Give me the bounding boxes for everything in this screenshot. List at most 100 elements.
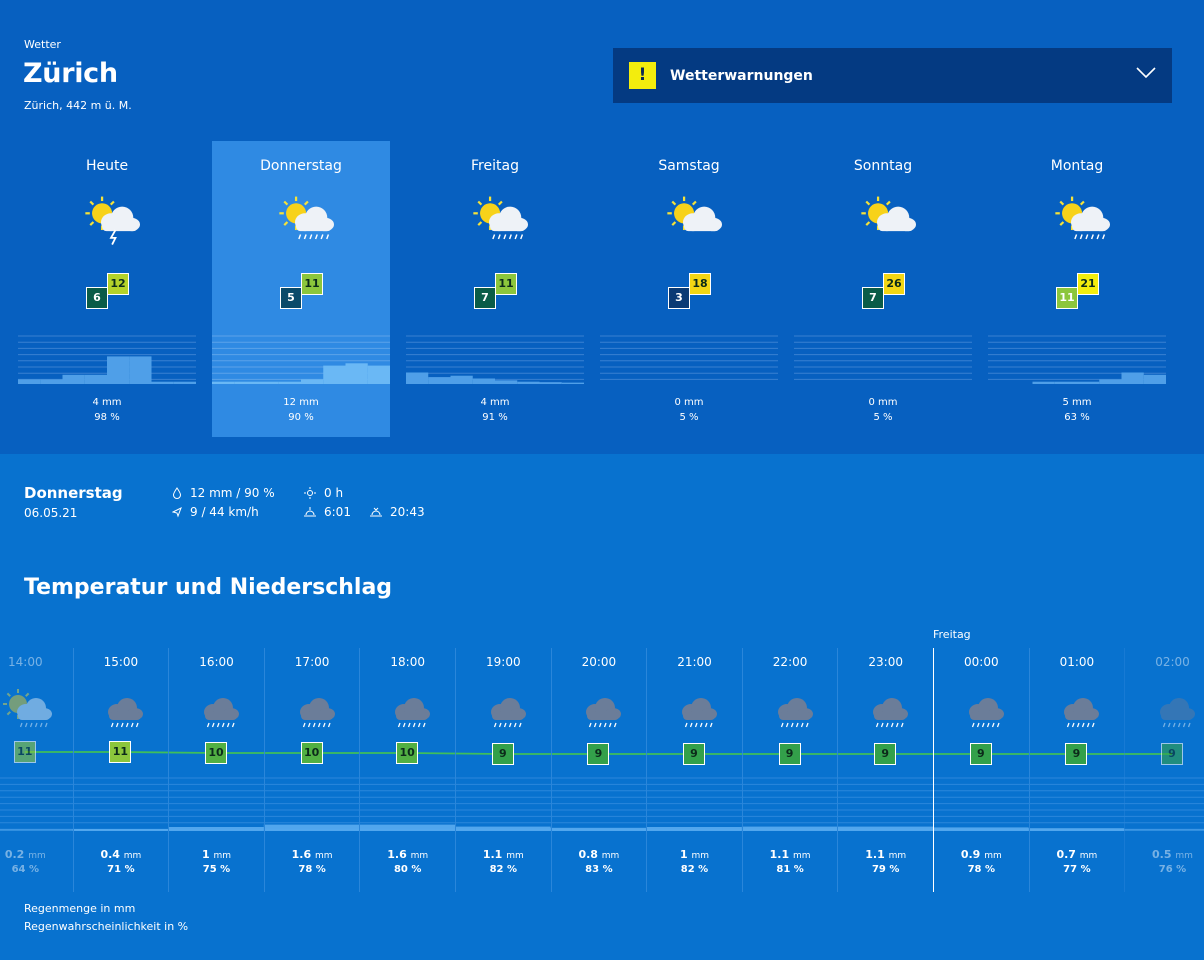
precip-mini-chart — [212, 335, 390, 384]
precip-bar — [40, 379, 63, 384]
precip-bar — [151, 381, 174, 384]
precip-bar — [1054, 381, 1077, 384]
summary-precip: 12 mm / 90 % — [172, 486, 275, 500]
hour-precip-amount: 0.7 mm — [1030, 848, 1125, 861]
day-card-heute[interactable]: Heute 12 6 4 mm 98 % — [18, 141, 196, 437]
precip-probability: 91 % — [482, 412, 508, 423]
hour-precip-unit: mm — [314, 851, 333, 861]
hour-temp-badge: 10 — [396, 742, 419, 764]
hour-precip-amount: 0.4 mm — [74, 848, 169, 861]
precip-amount: 4 mm — [92, 397, 122, 408]
hour-time: 21:00 — [677, 655, 712, 669]
hour-precip-value: 0.9 — [960, 848, 981, 861]
hour-precip-probability: 78 % — [298, 864, 326, 875]
hour-precip-probability: 76 % — [1158, 864, 1187, 875]
precip-amount: 12 mm — [283, 397, 319, 408]
summary-wind: 9 / 44 km/h — [172, 505, 259, 519]
hour-time: 14:00 — [8, 655, 43, 669]
hour-precip-unit: mm — [410, 851, 429, 861]
hour-column[interactable]: 23:00 1.1 mm 79 % — [837, 648, 933, 892]
cloud-rain-icon — [1051, 688, 1103, 736]
day-name: Heute — [85, 158, 129, 174]
day-card-montag[interactable]: Montag 21 11 5 mm 63 % — [988, 141, 1166, 437]
min-temp-badge: 3 — [668, 287, 690, 309]
max-temp-badge: 11 — [495, 273, 517, 295]
day-card-donnerstag[interactable]: Donnerstag 11 5 12 mm 90 % — [212, 141, 390, 437]
day-card-sonntag[interactable]: Sonntag 26 7 0 mm 5 % — [794, 141, 972, 437]
hour-precip-probability: 75 % — [202, 864, 231, 875]
hour-temp-badge: 9 — [491, 743, 514, 765]
hour-precip-probability: 78 % — [967, 864, 995, 875]
hourly-precip-bar — [1028, 828, 1125, 831]
precip-bar — [256, 381, 279, 384]
hourly-precip-bar — [168, 827, 264, 831]
hour-precip-unit: mm — [213, 851, 231, 861]
hour-precip-value: 1.1 — [769, 848, 790, 861]
day-name: Donnerstag — [260, 158, 342, 174]
cloud-rain-icon — [765, 688, 817, 736]
hour-column[interactable]: 21:00 1 mm 82 % — [646, 648, 742, 892]
sunset-icon — [370, 507, 382, 517]
max-temp-badge: 26 — [883, 273, 905, 295]
hour-temp-badge: 10 — [205, 742, 227, 764]
hour-temp-badge: 9 — [874, 743, 897, 765]
precip-amount: 0 mm — [674, 397, 704, 408]
hour-column[interactable]: 22:00 1.1 mm 81 % — [741, 648, 838, 892]
precip-bar — [472, 378, 495, 384]
cloud-rain-icon — [382, 688, 434, 736]
precip-bar — [84, 374, 107, 384]
hour-column[interactable]: 18:00 1.6 mm 80 % — [359, 648, 455, 892]
hour-time: 23:00 — [868, 655, 903, 669]
hourly-precip-bar — [72, 829, 169, 831]
hour-column[interactable]: 01:00 0.7 mm 77 % — [1028, 648, 1125, 892]
hour-precip-amount: 0.9 mm — [934, 848, 1029, 861]
hour-column[interactable]: 00:00 0.9 mm 78 % — [933, 648, 1029, 892]
hour-temp-badge: 9 — [969, 743, 992, 765]
hour-precip-unit: mm — [506, 851, 524, 861]
legend-precip-amount: Regenmenge in mm — [24, 902, 136, 915]
hourly-precip-bar — [263, 824, 360, 831]
max-temp-badge: 12 — [107, 273, 129, 295]
summary-sunset-value: 20:43 — [390, 505, 425, 519]
hour-precip-amount: 1.6 mm — [360, 848, 455, 861]
precip-bar — [1077, 381, 1100, 384]
hourly-precip-bar — [550, 827, 647, 831]
day-card-samstag[interactable]: Samstag 18 3 0 mm 5 % — [600, 141, 778, 437]
hour-precip-probability: 81 % — [776, 864, 804, 875]
hour-column[interactable]: 19:00 1.1 mm 82 % — [455, 648, 551, 892]
day-card-freitag[interactable]: Freitag 11 7 4 mm 91 % — [406, 141, 584, 437]
weather-warnings-dropdown[interactable]: ! Wetterwarnungen — [613, 48, 1172, 103]
precip-bar — [278, 381, 301, 384]
min-temp-badge: 6 — [86, 287, 108, 309]
hour-column[interactable]: 16:00 1 mm 75 % — [168, 648, 264, 892]
hour-precip-probability: 80 % — [393, 864, 422, 875]
summary-sunshine: 0 h — [304, 486, 343, 500]
max-temp-badge: 11 — [301, 273, 323, 295]
hour-precip-unit: mm — [123, 851, 142, 861]
cloud-rain-icon — [191, 688, 243, 736]
precip-bar — [539, 382, 562, 384]
precip-bar — [561, 382, 584, 384]
hourly-forecast[interactable]: Freitag 14:00 0.2 mm 64 % 15:00 0.4 mm 71 % 16… — [0, 620, 1204, 900]
hour-temp-badge: 9 — [778, 743, 801, 765]
hour-precip-amount: 0.5 mm — [1125, 848, 1204, 861]
hour-column[interactable]: 14:00 0.2 mm 64 % — [0, 648, 73, 892]
hour-precip-value: 0.5 — [1152, 848, 1172, 861]
hour-time: 20:00 — [581, 655, 617, 669]
summary-sunset: 20:43 — [370, 505, 425, 519]
hour-column[interactable]: 02:00 0.5 mm 76 % — [1124, 648, 1204, 892]
hour-column[interactable]: 15:00 0.4 mm 71 % — [72, 648, 169, 892]
precip-bar — [450, 375, 473, 384]
hour-column[interactable]: 17:00 1.6 mm 78 % — [263, 648, 360, 892]
hour-column[interactable]: 20:00 0.8 mm 83 % — [550, 648, 647, 892]
summary-sunrise-value: 6:01 — [324, 505, 351, 519]
sun-cloud-rain-icon — [1052, 195, 1110, 249]
day-summary: Donnerstag 06.05.21 12 mm / 90 % 9 / 44 … — [0, 454, 1204, 540]
hourly-precip-bar — [933, 827, 1029, 831]
hour-precip-unit: mm — [28, 851, 46, 861]
precip-mini-chart — [18, 335, 196, 384]
hour-precip-value: 1.1 — [482, 848, 503, 861]
precip-bar — [517, 381, 540, 384]
hour-precip-value: 1.6 — [291, 848, 312, 861]
hourly-precip-bar — [0, 829, 73, 831]
